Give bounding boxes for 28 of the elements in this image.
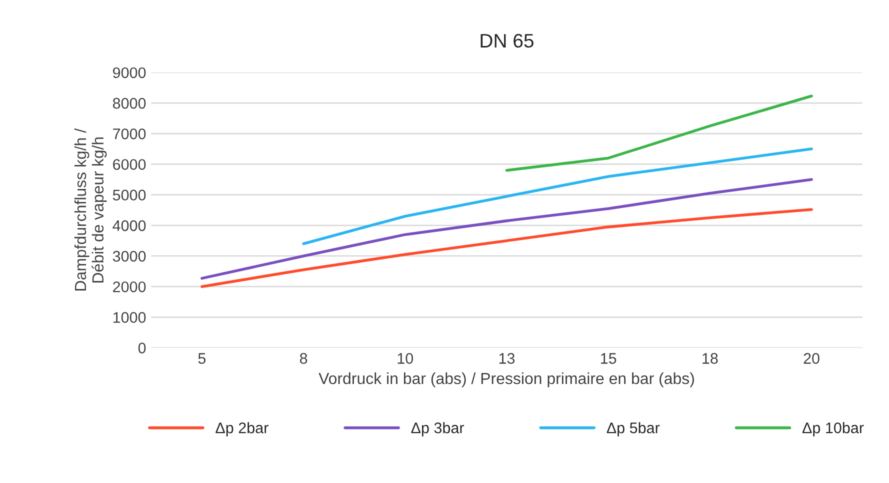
y-axis-title: Dampfdurchfluss kg/h / Débit de vapeur kg/h	[74, 128, 107, 290]
y-tick-label: 3000	[112, 250, 146, 262]
chart-title: DN 65	[480, 34, 534, 48]
y-tick-label: 0	[138, 342, 146, 354]
y-tick-label: 4000	[112, 220, 146, 232]
x-tick-label: 15	[601, 353, 616, 364]
x-tick-label: 13	[499, 353, 515, 364]
legend-label: Δp 3bar	[411, 422, 464, 436]
x-tick-label: 18	[702, 353, 718, 364]
y-tick-label: 7000	[113, 128, 146, 140]
y-tick-label: 9000	[113, 67, 146, 78]
legend-label: Δp 10bar	[802, 422, 864, 436]
line-series	[200, 178, 813, 280]
legend-label: Δp 2bar	[216, 422, 268, 436]
line-series	[302, 148, 813, 246]
x-tick-label: 10	[398, 353, 414, 364]
y-tick-label: 6000	[113, 159, 146, 170]
line-series	[505, 94, 813, 172]
x-axis-title: Vordruck in bar (abs) / Pression primaire en bar (abs)	[318, 372, 694, 388]
x-tick-label: 20	[804, 353, 820, 364]
legend-label: Δp 5bar	[606, 422, 660, 436]
y-tick-label: 2000	[113, 281, 146, 292]
y-tick-label: 8000	[112, 98, 146, 109]
y-tick-label: 1000	[113, 312, 146, 323]
x-tick-label: 5	[198, 353, 206, 364]
y-tick-label: 5000	[112, 190, 146, 200]
line-series	[200, 208, 813, 288]
x-tick-label: 8	[300, 353, 308, 364]
